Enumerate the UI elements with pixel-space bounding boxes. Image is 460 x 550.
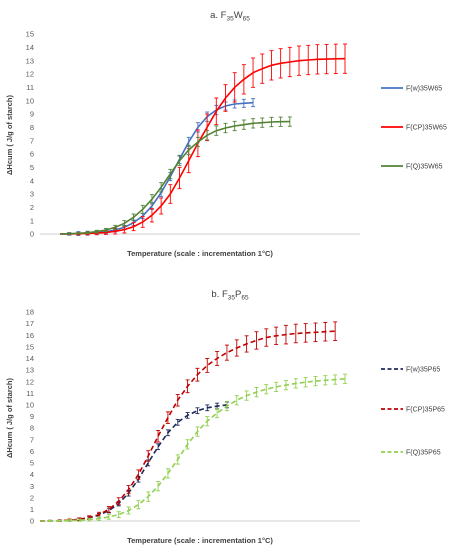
chart-b-y-tick-label: 15 bbox=[26, 342, 34, 351]
chart-a-y-tick-label: 15 bbox=[26, 30, 34, 39]
legend-label: F(CP)35W65 bbox=[406, 125, 447, 132]
chart-a-series-group bbox=[59, 43, 347, 237]
chart-b-error-bar bbox=[234, 395, 239, 406]
chart-b-y-tick-label: 12 bbox=[26, 377, 34, 386]
chart-a-series-line bbox=[59, 120, 290, 235]
chart-b-y-tick-label: 3 bbox=[30, 482, 34, 491]
chart-b-y-tick-label: 9 bbox=[30, 412, 34, 421]
chart-b-error-bar bbox=[274, 381, 279, 392]
legend-label: F(Q)35P65 bbox=[406, 450, 441, 457]
chart-b-y-tick-label: 5 bbox=[30, 459, 34, 468]
chart-a-error-bar bbox=[287, 116, 292, 127]
chart-a-y-axis-label: ΔHcum ( J/g of starch) bbox=[5, 95, 14, 175]
chart-a-y-tick-label: 2 bbox=[30, 203, 34, 212]
chart-b-y-tick-label: 8 bbox=[30, 424, 34, 433]
chart-b-y-tick-label: 18 bbox=[26, 308, 34, 317]
legend-label: F(w)35W65 bbox=[406, 86, 442, 93]
chart-b-y-axis-label: ΔHcum ( J/g of starch) bbox=[5, 378, 14, 458]
chart-a-y-tick-label: 0 bbox=[30, 230, 34, 239]
legend-label: F(CP)35P65 bbox=[406, 407, 445, 414]
chart-b-y-tick-label: 14 bbox=[26, 354, 34, 363]
chart-b-error-bar bbox=[343, 373, 347, 384]
chart-b-series-line bbox=[39, 330, 336, 522]
chart-b-error-bar bbox=[106, 514, 111, 520]
chart-b-legend-item: F(CP)35P65 bbox=[381, 407, 445, 414]
chart-a-y-tick-label: 5 bbox=[30, 163, 34, 172]
chart-b-error-bar bbox=[106, 506, 111, 513]
chart-b-y-tick-label: 1 bbox=[30, 505, 34, 514]
chart-b-x-axis-label: Temperature (scale : incrementation 1°C) bbox=[127, 536, 273, 545]
chart-b-y-tick-label: 17 bbox=[26, 319, 34, 328]
chart-b-y-tick-label: 10 bbox=[26, 400, 34, 409]
chart-b-y-tick-label: 13 bbox=[26, 366, 34, 375]
chart-b-y-tick-label: 4 bbox=[30, 470, 34, 479]
chart-a-y-tick-label: 9 bbox=[30, 110, 34, 119]
chart-b-y-tick-label: 16 bbox=[26, 331, 34, 340]
chart-b-y-tick-label: 6 bbox=[30, 447, 34, 456]
chart-b-y-tick-label: 2 bbox=[30, 493, 34, 502]
chart-b-y-tick-label: 7 bbox=[30, 435, 34, 444]
chart-b-error-bar bbox=[254, 331, 259, 350]
chart-b-error-bar bbox=[224, 344, 229, 361]
chart-b-y-tick-label: 11 bbox=[26, 389, 34, 398]
chart-a-legend-item: F(w)35W65 bbox=[381, 86, 442, 93]
legend-label: F(Q)35W65 bbox=[406, 164, 443, 171]
chart-b-series-line bbox=[39, 404, 227, 522]
chart-a-x-axis-label: Temperature (scale : incrementation 1°C) bbox=[127, 249, 273, 258]
chart-a-y-tick-label: 8 bbox=[30, 123, 34, 132]
chart-b-error-bar bbox=[205, 357, 210, 373]
chart-b-error-bar bbox=[67, 519, 72, 522]
chart-a-legend: F(w)35W65 F(CP)35W65 F(Q)35W65 bbox=[381, 86, 447, 171]
chart-a-legend-item: F(Q)35W65 bbox=[381, 164, 443, 171]
chart-a-series-line bbox=[59, 101, 254, 235]
chart-b-error-bar bbox=[293, 323, 298, 344]
chart-b-error-bar bbox=[175, 418, 180, 426]
chart-a-y-tick-label: 4 bbox=[30, 176, 34, 185]
chart-a-y-tick-label: 11 bbox=[26, 83, 34, 92]
chart-a-y-tick-label: 13 bbox=[26, 56, 34, 65]
chart-b-error-bar bbox=[156, 429, 161, 443]
chart-b-series-line bbox=[39, 378, 346, 522]
chart-b-error-bar bbox=[313, 375, 318, 387]
chart-a-y-tick-label: 10 bbox=[26, 96, 34, 105]
chart-b-series-group bbox=[39, 321, 347, 523]
chart-a-series-line bbox=[59, 57, 346, 235]
chart-b-title: b. F35P65 bbox=[211, 289, 249, 302]
chart-a-title: a. F35W65 bbox=[210, 10, 250, 23]
chart-b-error-bar bbox=[116, 511, 121, 518]
chart-b-error-bar bbox=[77, 518, 82, 522]
chart-a-y-tick-label: 1 bbox=[30, 216, 34, 225]
chart-a-y-tick-label: 7 bbox=[30, 136, 34, 145]
chart-b-error-bar bbox=[136, 500, 141, 510]
chart-b-error-bar bbox=[264, 384, 269, 395]
chart-a-y-tick-label: 6 bbox=[30, 150, 34, 159]
chart-b-y-tick-label: 0 bbox=[30, 517, 34, 526]
chart-b-legend-item: F(w)35P65 bbox=[381, 367, 440, 374]
chart-a-legend-item: F(CP)35W65 bbox=[381, 125, 447, 132]
chart-b-error-bar bbox=[333, 321, 338, 341]
chart-a-y-tick-label: 14 bbox=[26, 43, 34, 52]
legend-label: F(w)35P65 bbox=[406, 367, 440, 374]
chart-a-error-bar bbox=[343, 43, 347, 74]
chart-b-legend-item: F(Q)35P65 bbox=[381, 450, 441, 457]
chart-b-error-bar bbox=[215, 407, 220, 419]
chart-b-legend: F(w)35P65 F(CP)35P65 F(Q)35P65 bbox=[381, 367, 445, 457]
chart-b-error-bar bbox=[195, 407, 200, 415]
chart-a-y-tick-label: 12 bbox=[26, 70, 34, 79]
chart-a-y-tick-label: 3 bbox=[30, 190, 34, 199]
chart-b-error-bar bbox=[303, 377, 308, 388]
